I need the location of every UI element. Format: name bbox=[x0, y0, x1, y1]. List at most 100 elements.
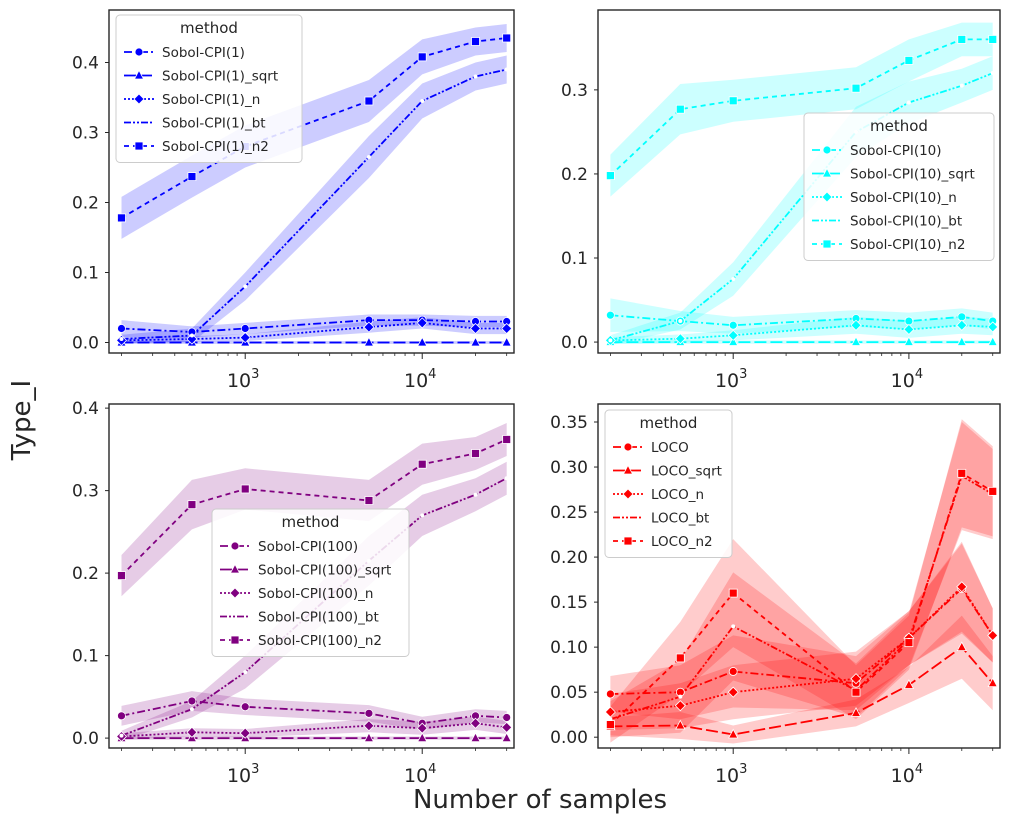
panel-top-left-legend: method Sobol-CPI(1) Sobol-CPI(1)_sqrt Sobol… bbox=[115, 14, 303, 163]
data-point-sobol-cpi-100-n bbox=[501, 721, 513, 733]
legend-label: Sobol-CPI(100)_n bbox=[258, 586, 373, 602]
legend-label: Sobol-CPI(100)_sqrt bbox=[258, 563, 391, 579]
data-point-loco-n bbox=[850, 673, 862, 685]
legend-label: Sobol-CPI(1)_n2 bbox=[162, 139, 269, 155]
legend-box bbox=[211, 508, 410, 657]
data-point-loco bbox=[606, 689, 615, 699]
data-point-sobol-cpi-10-sqrt bbox=[956, 336, 967, 346]
data-point-sobol-cpi-10-n bbox=[903, 323, 915, 336]
data-point-sobol-cpi-100-n bbox=[239, 727, 251, 739]
legend-marker-sobol-cpi-100-n bbox=[229, 587, 241, 599]
data-point-loco-n bbox=[604, 706, 616, 718]
legend-label: Sobol-CPI(10) bbox=[850, 143, 942, 159]
data-point-sobol-cpi-100-n bbox=[186, 726, 198, 738]
data-point-loco-n bbox=[727, 686, 739, 698]
legend-marker-sobol-cpi-10-n bbox=[821, 191, 833, 203]
data-point-sobol-cpi-100 bbox=[117, 711, 126, 721]
data-point-sobol-cpi-100-n bbox=[416, 722, 428, 734]
legend-label: Sobol-CPI(10)_n bbox=[850, 190, 957, 206]
data-point-loco-n bbox=[674, 700, 686, 712]
y-tick-label: 0.25 bbox=[550, 503, 588, 523]
y-tick-label: 0.2 bbox=[72, 194, 99, 214]
data-point-sobol-cpi-10-bt bbox=[959, 83, 964, 88]
ci-band-sobol-cpi-10 bbox=[610, 298, 993, 334]
x-tick-label: 104 bbox=[404, 367, 436, 392]
legend-label: LOCO_n2 bbox=[651, 534, 713, 550]
panel-top-left-plot-area bbox=[115, 24, 513, 347]
figure-ylabel: Type_I bbox=[7, 380, 37, 461]
x-tick-label: 103 bbox=[715, 367, 747, 392]
y-tick-label: 0.30 bbox=[550, 458, 588, 478]
ci-band-loco bbox=[610, 543, 993, 720]
legend-title: method bbox=[282, 513, 340, 531]
data-point-sobol-cpi-10-sqrt bbox=[728, 336, 739, 346]
y-tick-label: 0.2 bbox=[72, 564, 99, 584]
data-point-sobol-cpi-100-n bbox=[363, 720, 375, 732]
data-point-sobol-cpi-100-sqrt bbox=[470, 732, 481, 743]
legend-marker-sobol-cpi-1-n2 bbox=[134, 141, 144, 151]
figure-xlabel: Number of samples bbox=[413, 785, 667, 815]
data-point-sobol-cpi-1-n bbox=[186, 333, 198, 345]
data-point-sobol-cpi-100-n2 bbox=[471, 449, 480, 458]
legend-label: Sobol-CPI(100)_n2 bbox=[258, 633, 382, 649]
panel-top-right-legend: method Sobol-CPI(10) Sobol-CPI(10)_sqrt Sob… bbox=[803, 112, 995, 261]
legend-marker-sobol-cpi-100-sqrt bbox=[229, 563, 241, 574]
y-tick-label: 0.3 bbox=[72, 482, 99, 502]
data-point-sobol-cpi-10 bbox=[904, 316, 914, 326]
data-point-sobol-cpi-1-n2 bbox=[364, 96, 374, 106]
y-tick-label: 0.05 bbox=[550, 683, 588, 703]
legend-label: Sobol-CPI(1) bbox=[162, 45, 245, 61]
data-point-loco-sqrt bbox=[987, 677, 998, 688]
legend-label: LOCO_sqrt bbox=[651, 464, 722, 480]
legend-label: Sobol-CPI(100) bbox=[258, 539, 358, 555]
panel-bottom-left-frame bbox=[108, 403, 515, 749]
data-point-loco-n bbox=[987, 629, 999, 642]
ci-band-sobol-cpi-10-n bbox=[610, 316, 993, 344]
x-tick-label: 104 bbox=[404, 762, 436, 787]
panel-bottom-left-legend: method Sobol-CPI(100) Sobol-CPI(100)_sqrt S… bbox=[211, 508, 410, 657]
y-tick-label: 0.4 bbox=[72, 54, 99, 74]
legend-label: Sobol-CPI(100)_bt bbox=[258, 610, 379, 626]
data-point-sobol-cpi-10-n bbox=[727, 329, 739, 341]
data-point-sobol-cpi-100-bt bbox=[504, 476, 509, 481]
data-point-loco-sqrt bbox=[675, 719, 686, 730]
panel-top-right: 0.0 0.1 0.2 0.3 103 104 method Sobol-CPI(10) Sob… bbox=[561, 9, 1001, 392]
data-point-sobol-cpi-1-bt bbox=[119, 337, 124, 341]
data-point-loco bbox=[728, 667, 738, 676]
panel-bottom-right-legend: method LOCO LOCO_sqrt LOCO_n LOCO_bt LOCO_n2 bbox=[604, 409, 733, 558]
data-point-sobol-cpi-10-n2 bbox=[675, 104, 685, 114]
data-point-sobol-cpi-10-bt bbox=[906, 100, 911, 105]
legend-title: method bbox=[870, 117, 928, 135]
data-point-loco-sqrt bbox=[956, 641, 967, 652]
panels: 0.0 0.1 0.2 0.3 0.4 103 104 method Sobol-CPI(1) S… bbox=[72, 9, 1001, 787]
data-point-sobol-cpi-1-bt bbox=[189, 333, 194, 338]
ci-band-loco-sqrt bbox=[610, 615, 993, 744]
data-point-loco-bt bbox=[678, 694, 683, 699]
data-point-sobol-cpi-10-bt bbox=[678, 319, 683, 324]
data-point-sobol-cpi-100-bt bbox=[119, 733, 124, 738]
data-point-sobol-cpi-100-n2 bbox=[240, 484, 250, 494]
y-tick-label: 0.4 bbox=[72, 399, 99, 419]
legend-label: Sobol-CPI(1)_n bbox=[162, 92, 260, 108]
legend-marker-loco bbox=[623, 442, 633, 452]
x-tick-label: 103 bbox=[227, 367, 259, 392]
legend-marker-sobol-cpi-1 bbox=[134, 47, 144, 57]
x-tick-label: 103 bbox=[227, 762, 259, 787]
data-point-sobol-cpi-1-sqrt bbox=[363, 336, 375, 347]
data-point-sobol-cpi-1-sqrt bbox=[501, 336, 512, 347]
y-tick-label: 0.10 bbox=[550, 638, 588, 658]
data-point-sobol-cpi-1-n bbox=[469, 322, 482, 335]
legend-box bbox=[803, 112, 995, 261]
x-tick-label: 103 bbox=[715, 762, 747, 787]
legend-marker-loco-sqrt bbox=[622, 464, 634, 475]
y-tick-label: 0.15 bbox=[550, 593, 588, 613]
data-point-loco-n bbox=[956, 581, 968, 593]
data-point-loco-n2 bbox=[851, 687, 861, 697]
legend-box bbox=[115, 14, 303, 163]
legend-label: Sobol-CPI(1)_sqrt bbox=[162, 69, 278, 85]
data-point-loco-n2 bbox=[904, 638, 914, 648]
data-point-sobol-cpi-10-sqrt bbox=[903, 336, 915, 346]
legend-label: LOCO_n bbox=[651, 487, 704, 503]
data-point-sobol-cpi-100-sqrt bbox=[501, 732, 512, 743]
